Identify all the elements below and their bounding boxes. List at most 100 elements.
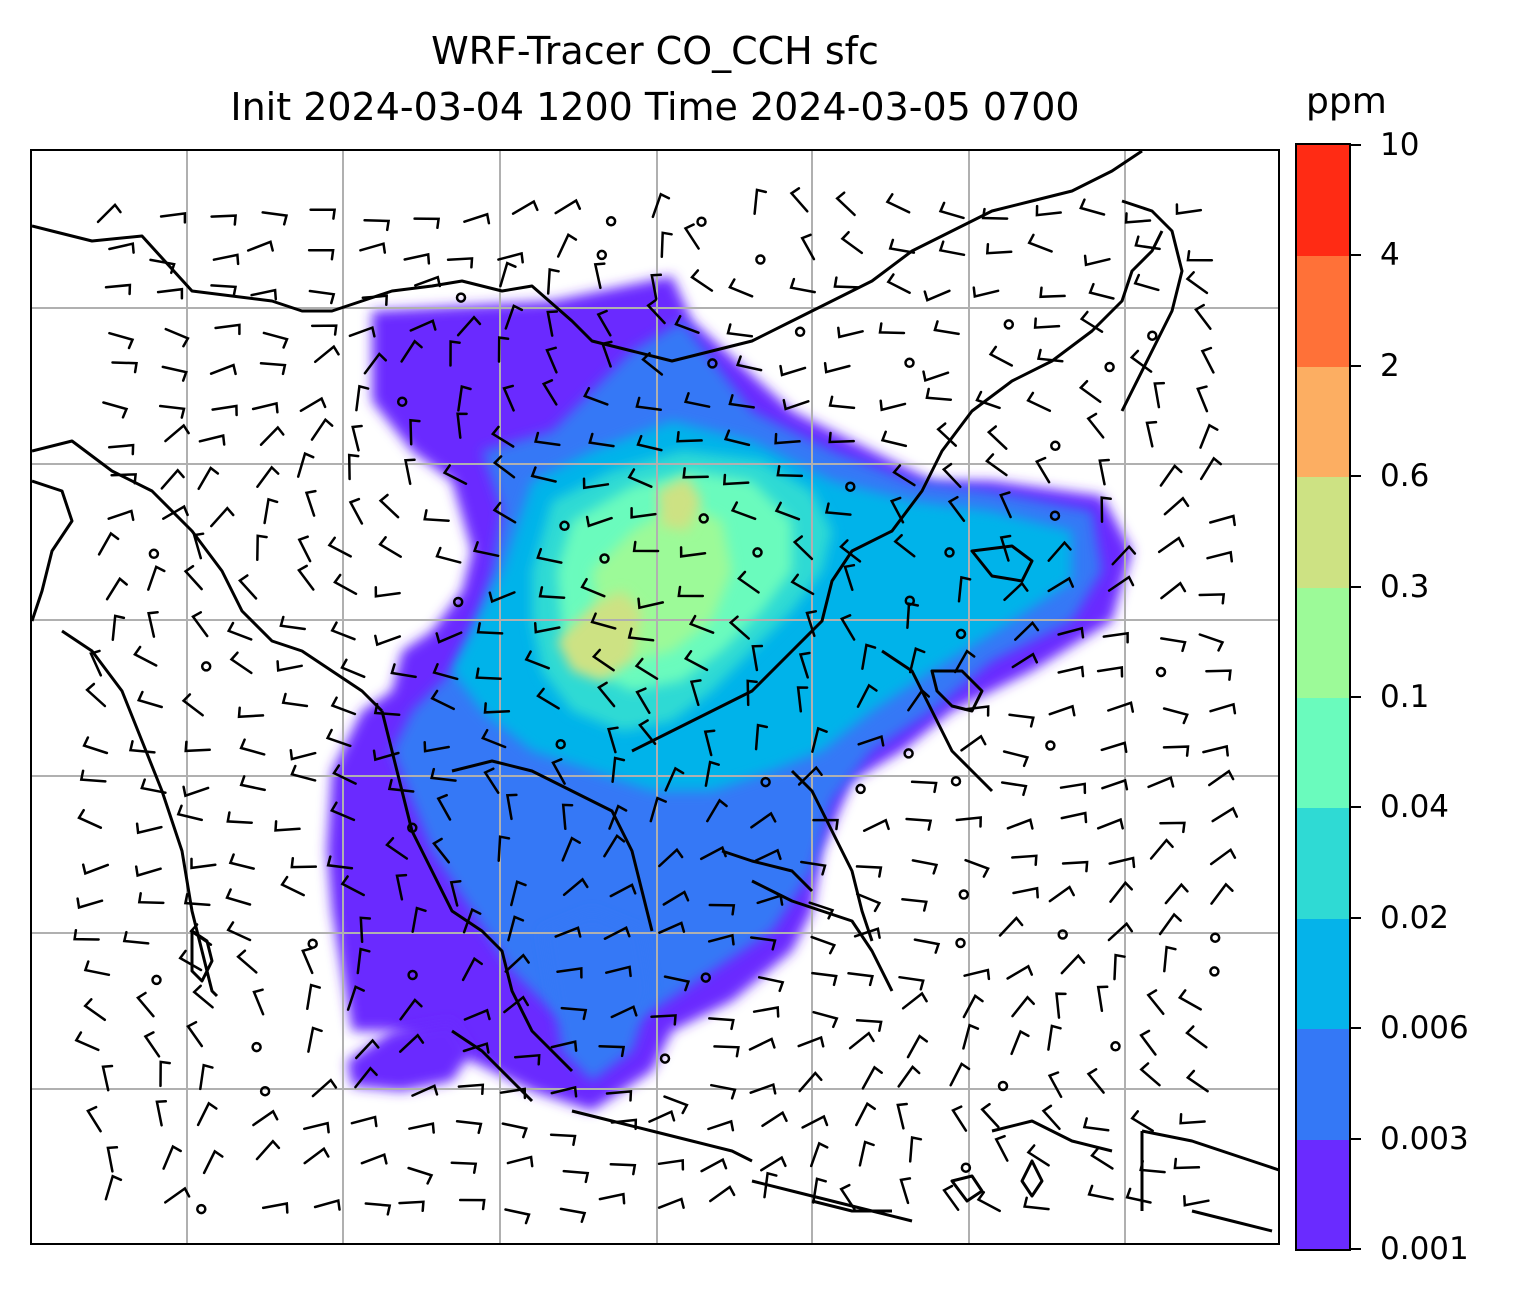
wind-barb bbox=[751, 644, 764, 672]
wind-barb bbox=[1047, 1024, 1062, 1051]
wind-barb bbox=[1205, 669, 1232, 681]
wind-barb bbox=[1175, 203, 1203, 215]
wind-barb bbox=[209, 363, 237, 376]
wind-barb bbox=[450, 1161, 478, 1174]
wind-barbs bbox=[73, 187, 1239, 1225]
wind-barb bbox=[1083, 254, 1111, 267]
wind-barb bbox=[728, 615, 750, 640]
wind-barb bbox=[1199, 423, 1219, 449]
wind-barb bbox=[688, 614, 715, 634]
wind-barb bbox=[710, 1083, 737, 1100]
wind-barb bbox=[561, 836, 581, 862]
wind-barb bbox=[550, 1040, 578, 1052]
wind-barb bbox=[297, 535, 312, 563]
wind-barb bbox=[800, 860, 827, 876]
map-canvas[interactable] bbox=[32, 151, 1280, 1245]
wind-barb bbox=[158, 404, 186, 419]
wind-barb bbox=[214, 323, 241, 336]
calm-wind-marker bbox=[955, 937, 966, 949]
wind-barb bbox=[810, 935, 837, 955]
wind-barb bbox=[1162, 707, 1189, 725]
wind-barb bbox=[1107, 921, 1134, 942]
wind-barb bbox=[310, 417, 334, 441]
wind-barb bbox=[483, 702, 511, 714]
wind-barb bbox=[632, 540, 660, 553]
wind-barb bbox=[332, 764, 357, 785]
wind-barb bbox=[862, 818, 890, 832]
wind-barb bbox=[327, 536, 352, 558]
wind-barb bbox=[936, 422, 958, 447]
wind-barb bbox=[1125, 1187, 1152, 1204]
wind-barb bbox=[1098, 458, 1110, 486]
wind-barb bbox=[1147, 775, 1175, 789]
wind-barb bbox=[985, 242, 1013, 255]
colorbar-tick-label: 0.1 bbox=[1380, 679, 1430, 715]
wind-barb bbox=[199, 1063, 214, 1091]
wind-barb bbox=[981, 207, 1009, 220]
wind-barb bbox=[86, 1105, 102, 1133]
wind-barb bbox=[1100, 741, 1128, 754]
calm-wind-marker bbox=[1104, 361, 1115, 373]
wind-barb bbox=[83, 998, 107, 1022]
wind-barb bbox=[1198, 593, 1226, 605]
calm-wind-marker bbox=[407, 822, 418, 834]
wind-barb bbox=[855, 865, 883, 878]
wind-barb bbox=[554, 926, 582, 938]
wind-barb bbox=[886, 273, 911, 295]
wind-barb bbox=[730, 501, 757, 521]
wind-barb bbox=[97, 531, 120, 556]
wind-barb bbox=[156, 287, 184, 300]
calm-wind-markers bbox=[148, 216, 1221, 1215]
colorbar-tick bbox=[1351, 254, 1361, 257]
wind-barb bbox=[812, 818, 839, 831]
wind-barb bbox=[536, 687, 560, 710]
wind-barb bbox=[1055, 992, 1067, 1019]
wind-barb bbox=[637, 597, 665, 610]
wind-barb bbox=[1185, 271, 1209, 295]
colorbar-tick bbox=[1351, 1137, 1361, 1140]
wind-barb bbox=[975, 390, 1001, 410]
wind-barb bbox=[533, 621, 561, 634]
wind-barb bbox=[1194, 303, 1212, 330]
wind-barb bbox=[708, 903, 736, 916]
wind-barb bbox=[646, 298, 666, 325]
wind-barb bbox=[395, 873, 408, 901]
wind-barb bbox=[280, 875, 305, 897]
wind-barb bbox=[483, 767, 500, 794]
wind-barb bbox=[475, 667, 502, 680]
wind-barb bbox=[828, 431, 855, 444]
wind-barb bbox=[839, 1183, 856, 1211]
wind-barb bbox=[638, 719, 657, 746]
wind-barb bbox=[472, 541, 500, 558]
wind-barb bbox=[797, 1035, 825, 1048]
wind-barb bbox=[290, 856, 318, 869]
wind-barb bbox=[499, 261, 517, 288]
wind-barb bbox=[226, 621, 253, 641]
calm-wind-marker bbox=[1057, 929, 1068, 940]
wind-barb bbox=[676, 430, 703, 443]
wind-barb bbox=[1086, 1068, 1105, 1094]
wind-barb bbox=[588, 432, 615, 448]
wind-barb bbox=[598, 1044, 626, 1058]
colorbar-segment bbox=[1297, 145, 1349, 257]
wind-barb bbox=[972, 286, 1000, 299]
wind-barb bbox=[636, 434, 663, 452]
wind-barb bbox=[683, 650, 709, 672]
wind-barb bbox=[1208, 769, 1235, 787]
wind-barb bbox=[559, 1207, 587, 1223]
wind-barb bbox=[1209, 847, 1237, 866]
wind-barb bbox=[161, 365, 188, 382]
map-panel[interactable] bbox=[30, 149, 1280, 1245]
wind-barb bbox=[1173, 1157, 1201, 1170]
wind-barb bbox=[423, 509, 450, 522]
wind-barb bbox=[941, 462, 962, 489]
wind-barb bbox=[627, 627, 655, 642]
wind-barb bbox=[236, 949, 258, 974]
wind-barb bbox=[811, 726, 828, 753]
wind-barb bbox=[1159, 821, 1186, 834]
wind-barb bbox=[1160, 581, 1187, 600]
wind-barb bbox=[1023, 1196, 1050, 1211]
wind-barb bbox=[610, 1005, 638, 1019]
wind-barb bbox=[411, 1084, 439, 1097]
wind-barb bbox=[650, 273, 663, 301]
